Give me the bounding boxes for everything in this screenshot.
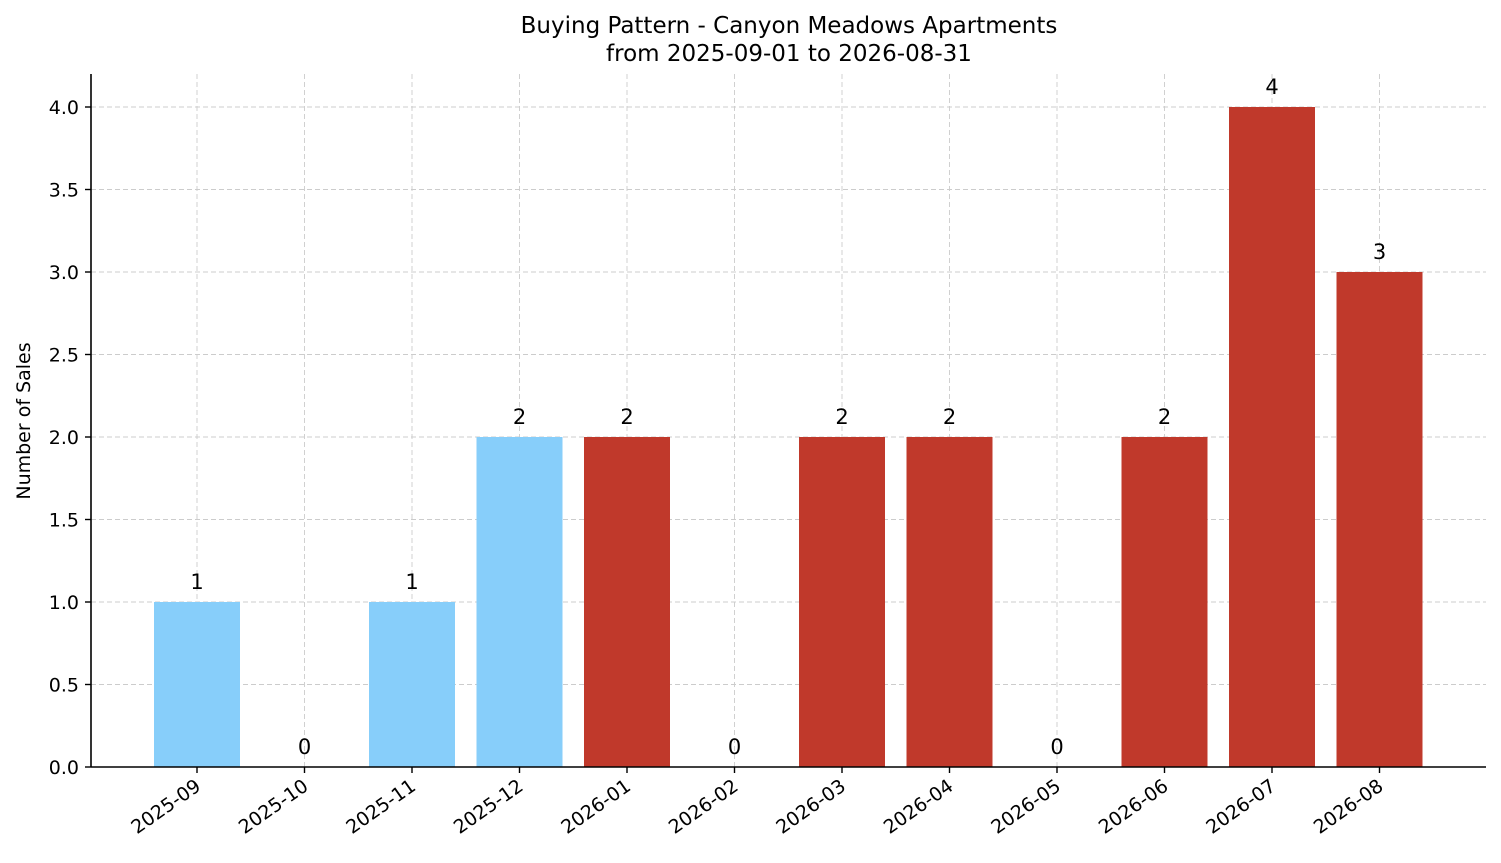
x-tick-label: 2026-03 [772, 775, 850, 839]
bar-value-label: 0 [728, 735, 741, 759]
bar-value-label: 1 [405, 570, 418, 594]
y-tick-label: 2.5 [49, 345, 79, 367]
y-tick-label: 1.0 [49, 592, 79, 614]
bar [1336, 272, 1423, 767]
x-tick-label: 2026-01 [557, 775, 635, 839]
y-tick-label: 4.0 [49, 97, 79, 119]
grid-layer [91, 74, 1486, 767]
bar-value-label: 0 [1050, 735, 1063, 759]
bar-value-label: 2 [513, 405, 526, 429]
y-tick-label: 0.5 [49, 675, 79, 697]
bar [369, 602, 455, 767]
bar-value-label: 2 [1158, 405, 1171, 429]
bar [154, 602, 240, 767]
bar [584, 437, 670, 767]
bar-value-label: 4 [1265, 75, 1278, 99]
x-tick-label: 2026-06 [1095, 775, 1173, 839]
bar [906, 437, 993, 767]
bar [1121, 437, 1208, 767]
x-tick-label: 2026-05 [987, 775, 1065, 839]
data-labels-layer: 1 0 1 2 2 0 2 2 0 2 4 3 [190, 75, 1386, 759]
x-tick-label: 2025-11 [342, 775, 420, 839]
bar-value-label: 2 [943, 405, 956, 429]
chart-subtitle: from 2025-09-01 to 2026-08-31 [606, 41, 972, 67]
y-tick-label: 1.5 [49, 510, 79, 532]
bar-value-label: 1 [190, 570, 203, 594]
chart-title: Buying Pattern - Canyon Meadows Apartmen… [521, 13, 1058, 39]
y-tick-label: 3.0 [49, 262, 79, 284]
bar [476, 437, 563, 767]
x-tick-label: 2026-04 [880, 775, 958, 839]
y-tick-label: 0.0 [49, 757, 79, 779]
bar-value-label: 3 [1373, 240, 1386, 264]
y-tick-label: 2.0 [49, 427, 79, 449]
bars-layer [154, 107, 1423, 767]
x-tick-label: 2026-08 [1310, 775, 1388, 839]
x-tick-label: 2025-12 [450, 775, 528, 839]
bar-value-label: 2 [835, 405, 848, 429]
y-axis-label: Number of Sales [13, 342, 35, 499]
bar-value-label: 0 [298, 735, 311, 759]
x-tick-label: 2026-07 [1202, 775, 1280, 839]
y-tick-label: 3.5 [49, 180, 79, 202]
x-tick-label: 2025-09 [127, 775, 205, 839]
bar-value-label: 2 [620, 405, 633, 429]
bar [799, 437, 885, 767]
x-tick-label: 2026-02 [665, 775, 743, 839]
bar [1229, 107, 1315, 767]
x-tick-label: 2025-10 [235, 775, 313, 839]
